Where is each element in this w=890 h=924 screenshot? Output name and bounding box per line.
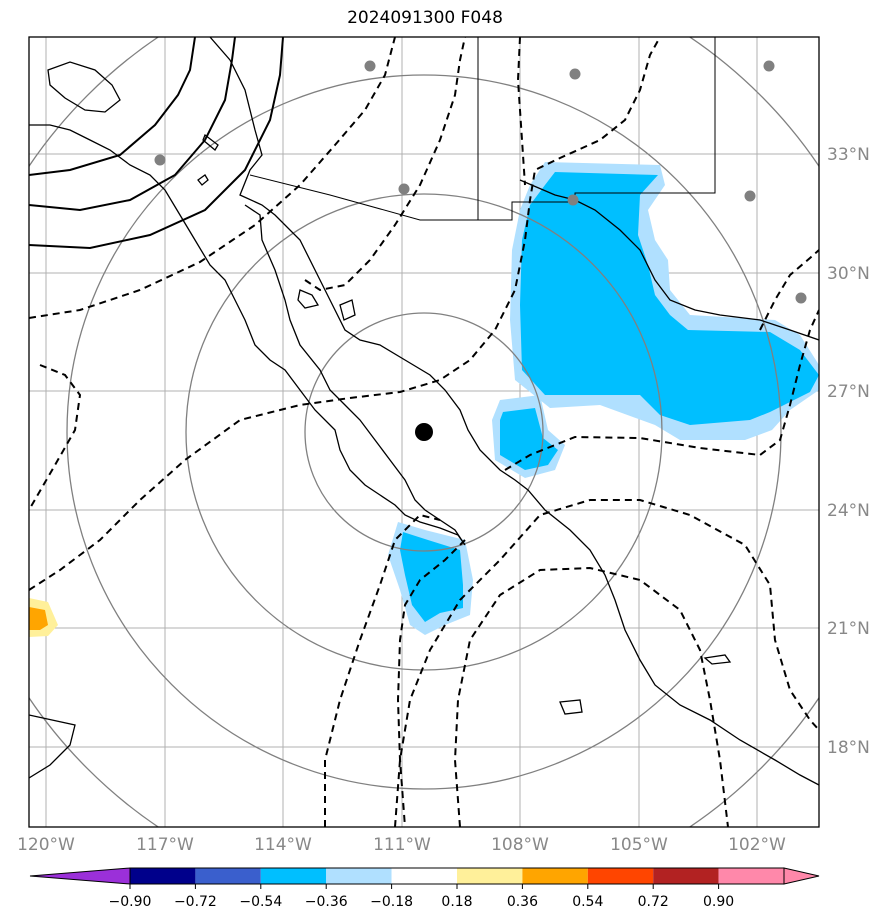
- colorbar-tick-label: −0.90: [109, 894, 152, 910]
- lon-label: 120°W: [17, 835, 75, 855]
- colorbar-tick-label: 0.54: [572, 894, 603, 910]
- longitude-labels: 120°W 117°W 114°W 111°W 108°W 105°W 102°…: [17, 835, 786, 855]
- colorbar: −0.90 −0.72 −0.54 −0.36 −0.18 0.18 0.36 …: [29, 867, 820, 910]
- lat-label: 21°N: [827, 619, 870, 639]
- colorbar-tick-label: 0.90: [703, 894, 734, 910]
- lon-label: 111°W: [373, 835, 431, 855]
- colorbar-tick-label: −0.72: [174, 894, 217, 910]
- colorbar-tick-label: −0.18: [370, 894, 413, 910]
- lon-label: 114°W: [254, 835, 312, 855]
- colorbar-tick-label: 0.36: [507, 894, 538, 910]
- colorbar-tick-label: 0.18: [441, 894, 472, 910]
- colorbar-segment: [587, 868, 654, 884]
- graticule: [29, 37, 819, 827]
- shaded-negative-region-north: [492, 162, 819, 478]
- colorbar-tick-label: −0.36: [305, 894, 348, 910]
- colorbar-tick-label: −0.54: [239, 894, 282, 910]
- colorbar-segment: [522, 868, 588, 884]
- shaded-positive-region-west: [29, 598, 58, 637]
- lat-label: 33°N: [827, 145, 870, 165]
- colorbar-extend-low: [29, 867, 131, 885]
- colorbar-segment: [326, 868, 392, 884]
- center-marker: [415, 423, 433, 441]
- political-borders: [249, 37, 716, 221]
- map-frame: [28, 36, 820, 828]
- lat-label: 18°N: [827, 738, 870, 758]
- colorbar-extend-high: [783, 867, 820, 885]
- lon-label: 108°W: [491, 835, 549, 855]
- colorbar-segment: [457, 868, 523, 884]
- colorbar-tick-label: 0.72: [638, 894, 669, 910]
- lat-label: 24°N: [827, 501, 870, 521]
- colorbar-segment: [130, 868, 196, 884]
- colorbar-segment: [391, 868, 457, 884]
- colorbar-segment: [718, 868, 784, 884]
- colorbar-segment: [195, 868, 261, 884]
- lon-label: 117°W: [136, 835, 194, 855]
- lon-label: 105°W: [610, 835, 668, 855]
- lon-label: 102°W: [728, 835, 786, 855]
- solid-contours: [29, 37, 284, 250]
- dashed-contours: [29, 37, 819, 827]
- map-title: 2024091300 F048: [347, 8, 503, 28]
- colorbar-segment: [653, 868, 719, 884]
- lat-label: 27°N: [827, 382, 870, 402]
- lat-label: 30°N: [827, 264, 870, 284]
- latitude-labels: 33°N 30°N 27°N 24°N 21°N 18°N: [827, 145, 870, 758]
- station-markers: [154, 60, 807, 304]
- colorbar-segment: [260, 868, 327, 884]
